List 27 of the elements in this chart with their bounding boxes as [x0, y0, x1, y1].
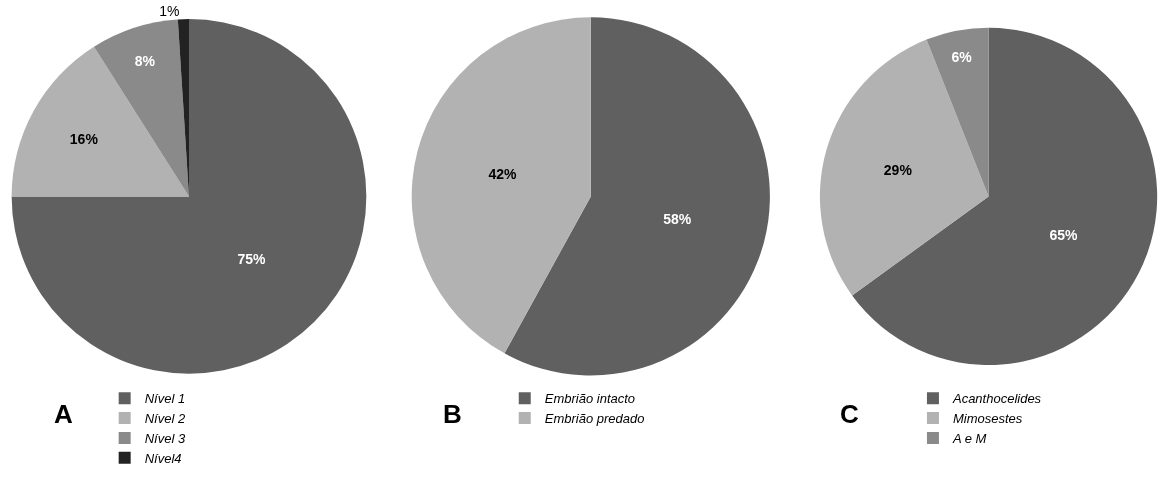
legend-label: Mimosestes [952, 411, 1023, 427]
legend-label: A e M [951, 431, 987, 447]
data-label: 8% [134, 53, 156, 70]
pie-slice [819, 39, 989, 296]
pie-slice [412, 17, 591, 354]
data-label: 6% [951, 48, 973, 65]
data-label: 29% [883, 162, 913, 179]
legend-label: Embrião intacto [544, 391, 636, 407]
legend-label: Embrião predado [544, 411, 645, 427]
text: A [54, 399, 73, 429]
pie-slice [852, 27, 1158, 365]
legend-label: Nível 2 [144, 411, 186, 427]
legend-label: Nível 1 [144, 391, 186, 407]
text: C [840, 399, 859, 429]
data-label: 16% [69, 130, 99, 147]
legend-label: Nível4 [144, 450, 182, 466]
data-label: 65% [1049, 226, 1078, 243]
data-label: 58% [663, 210, 692, 227]
data-label: 42% [488, 165, 517, 182]
pie-slice [926, 27, 989, 197]
pie-slice [11, 46, 189, 197]
data-label: 75% [237, 251, 266, 268]
text: B [443, 399, 462, 429]
pie-slice [11, 19, 367, 374]
legend-label: Acanthocelides [951, 391, 1042, 407]
legend-label: Nível 3 [144, 431, 186, 447]
data-label: 1% [159, 3, 180, 20]
